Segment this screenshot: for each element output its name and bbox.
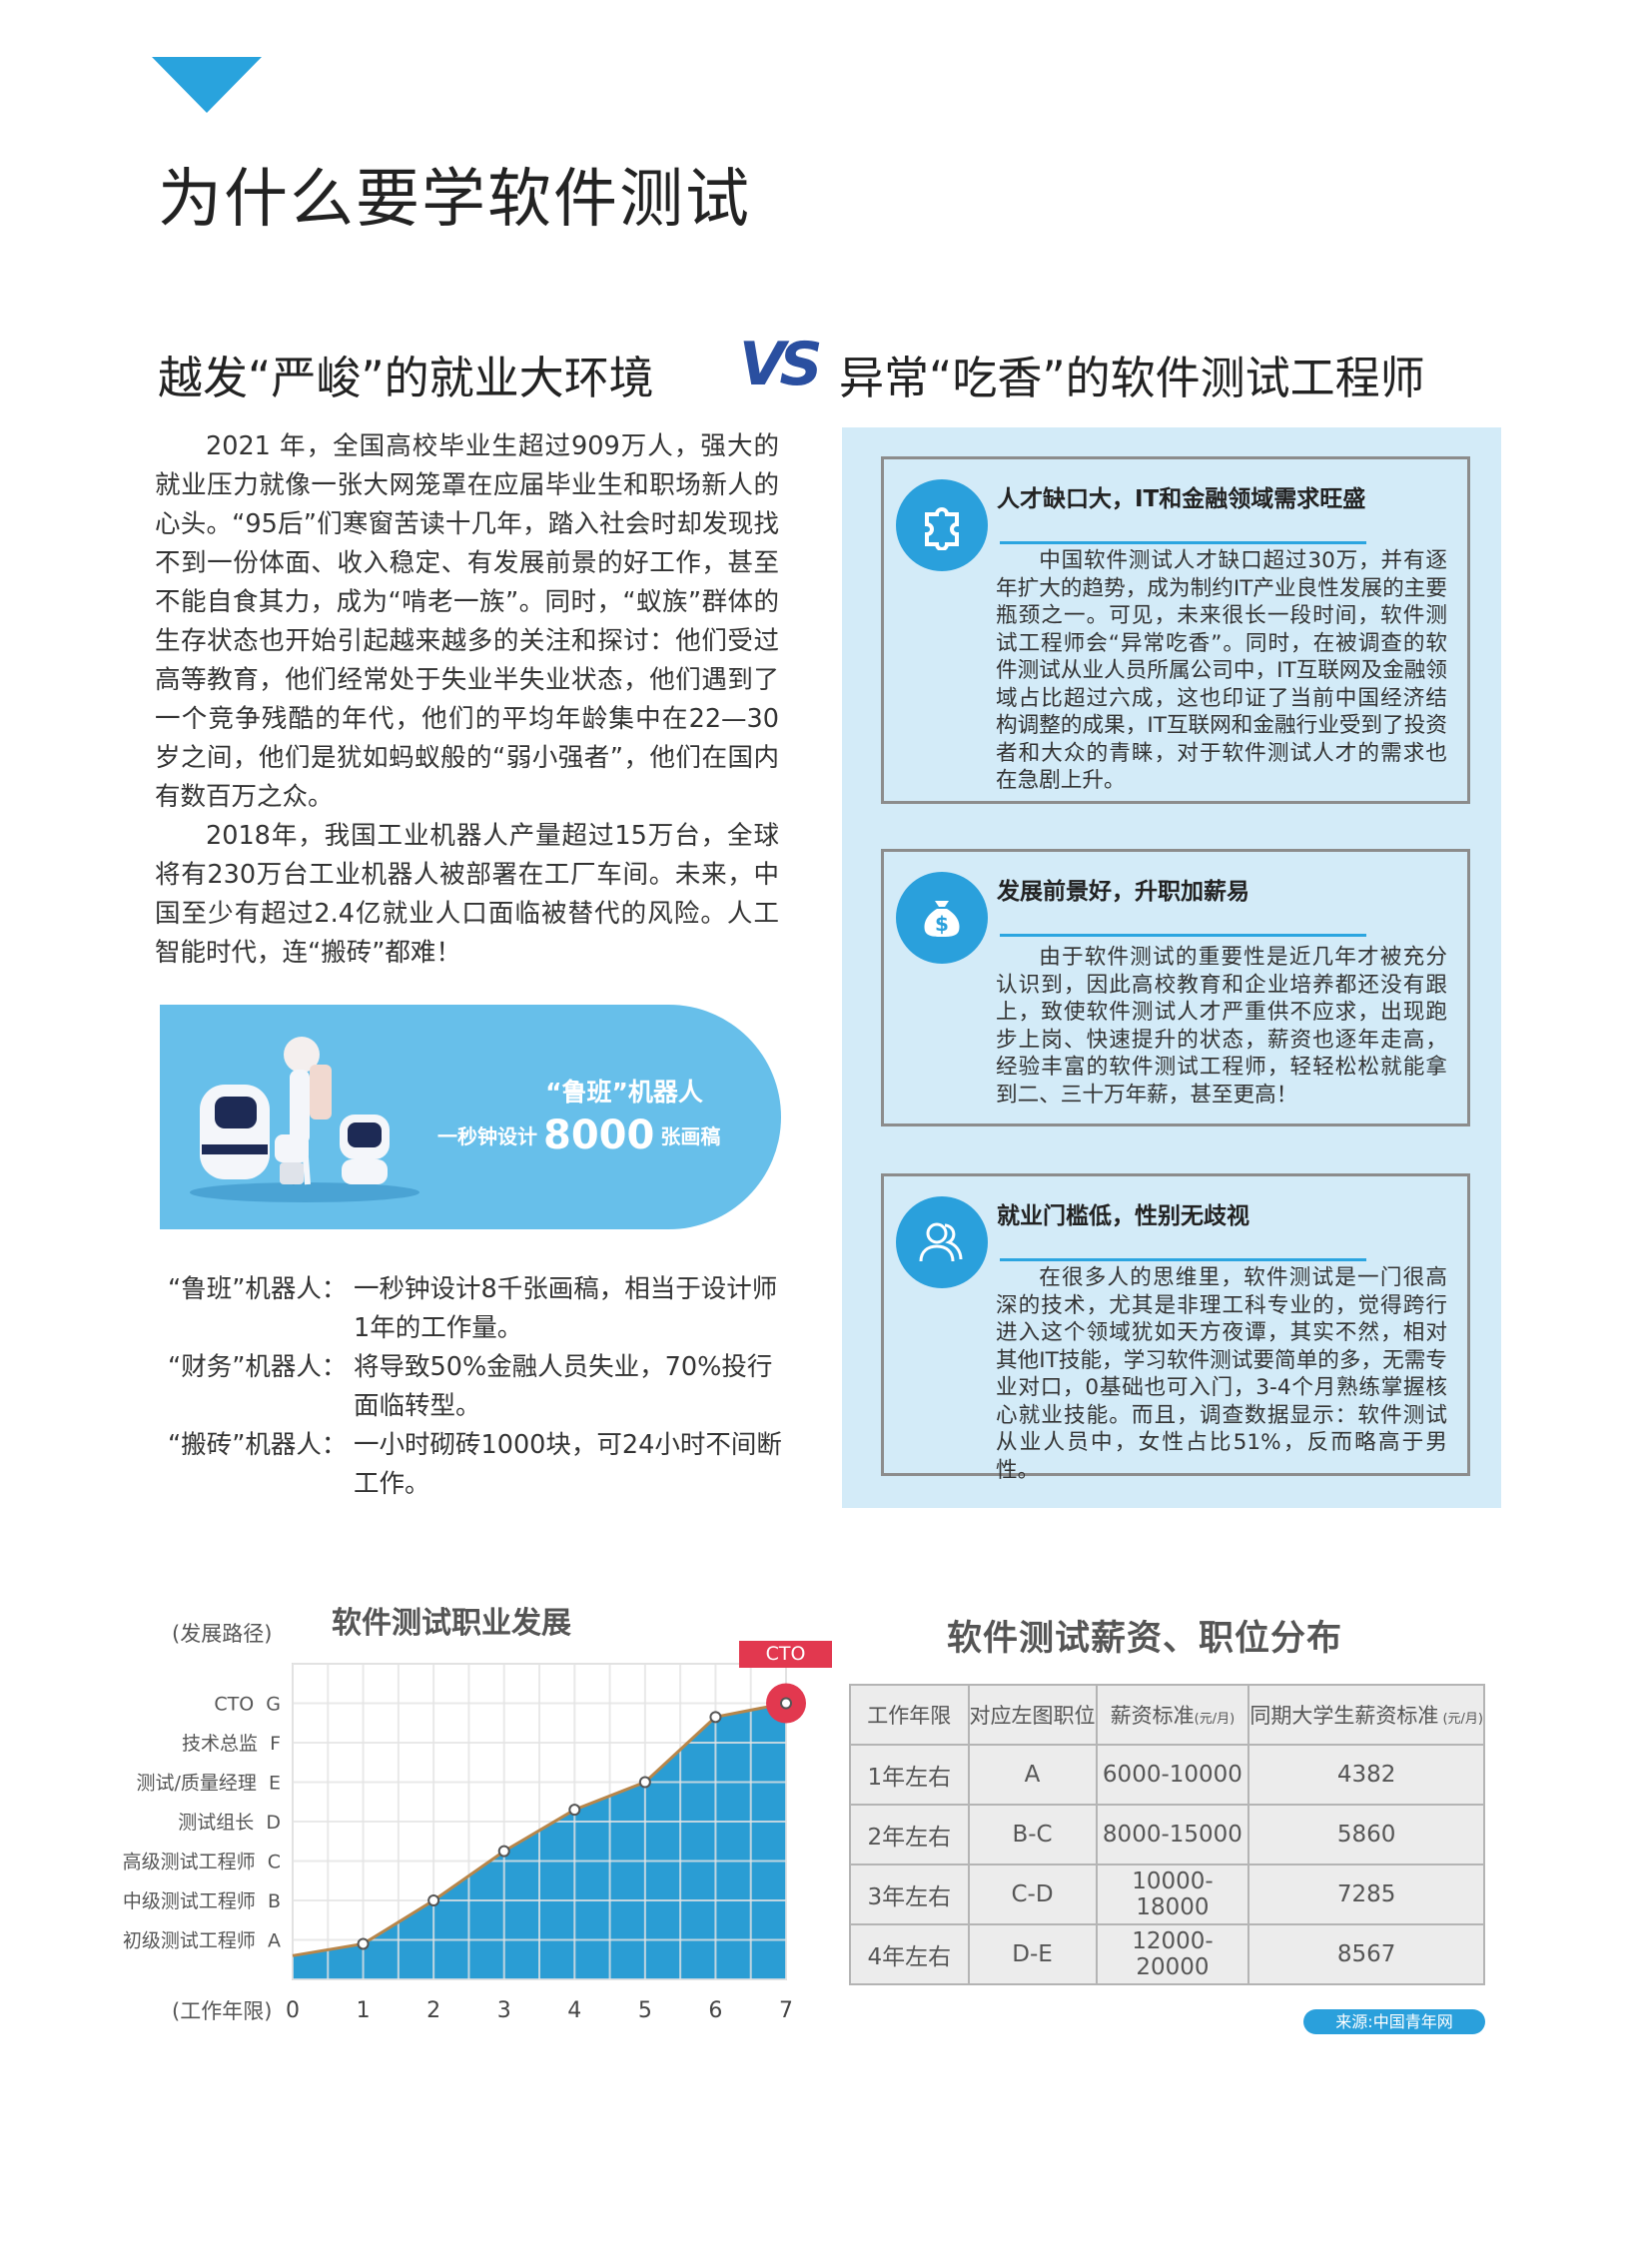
users-icon — [896, 1196, 988, 1288]
data-point — [357, 1937, 370, 1950]
data-point — [638, 1776, 651, 1789]
column-header: 薪资标准(元/月) — [1095, 1684, 1250, 1746]
svg-text:$: $ — [935, 912, 949, 936]
card-title: 就业门槛低，性别无歧视 — [997, 1203, 1249, 1229]
robot-banner: “鲁班”机器人 一秒钟设计 8000 张画稿 — [160, 1005, 781, 1229]
y-tick-label: 中级测试工程师 B — [123, 1890, 281, 1912]
data-point — [568, 1804, 581, 1817]
table-header-row: 工作年限 对应左图职位 薪资标准(元/月) 同期大学生薪资标准 (元/月) — [849, 1684, 1485, 1746]
cell-years: 3年左右 — [849, 1864, 970, 1925]
source-badge: 来源:中国青年网 — [1303, 2009, 1485, 2034]
y-tick-label: 高级测试工程师 C — [123, 1852, 281, 1873]
banner-subtitle: 一秒钟设计 8000 张画稿 — [437, 1113, 720, 1158]
robot-label: “财务”机器人： — [168, 1352, 348, 1382]
chart-title: 软件测试职业发展 — [332, 1606, 571, 1641]
vs-label: VS — [739, 330, 823, 399]
cell-salary: 12000-20000 — [1095, 1923, 1250, 1985]
cell-graduate-salary: 5860 — [1247, 1804, 1485, 1866]
y-tick-label: 测试/质量经理 E — [137, 1773, 282, 1795]
subtitle-left: 越发“严峻”的就业大环境 — [158, 352, 654, 404]
table-title: 软件测试薪资、职位分布 — [947, 1619, 1343, 1659]
y-axis-title: (发展路径) — [172, 1622, 273, 1646]
table-row: 2年左右 B-C 8000-15000 5860 — [849, 1804, 1485, 1866]
y-tick-label: CTO G — [214, 1694, 281, 1716]
cell-position: A — [967, 1744, 1098, 1806]
y-tick-label: 初级测试工程师 A — [123, 1930, 281, 1952]
card-body: 在很多人的思维里，软件测试是一门很高深的技术，尤其是非理工科专业的，觉得跨行进入… — [996, 1265, 1447, 1483]
x-tick-label: 2 — [426, 1998, 440, 2023]
robot-text: 一秒钟设计8千张画稿，相当于设计师1年的工作量。 — [354, 1274, 778, 1343]
career-chart: 初级测试工程师 A 中级测试工程师 B 高级测试工程师 C 测试组长 D 测试/质量经理… — [123, 1663, 806, 2023]
cell-salary: 6000-10000 — [1095, 1744, 1250, 1806]
card-talent-gap: 人才缺口大，IT和金融领域需求旺盛 中国软件测试人才缺口超过30万，并有逐年扩大… — [881, 456, 1470, 804]
cto-annotation: CTO — [739, 1641, 832, 1668]
cell-years: 4年左右 — [849, 1923, 970, 1985]
card-low-barrier: 就业门槛低，性别无歧视 在很多人的思维里，软件测试是一门很高深的技术，尤其是非理… — [881, 1173, 1470, 1483]
y-tick-label: 测试组长 D — [178, 1812, 281, 1834]
data-point — [709, 1711, 722, 1724]
triangle-marker-icon — [152, 57, 262, 113]
robot-text: 一小时砌砖1000块，可24小时不间断工作。 — [354, 1430, 782, 1499]
intro-text: 2021 年，全国高校毕业生超过909万人，强大的就业压力就像一张大网笼罩在应届… — [155, 427, 779, 973]
right-panel — [842, 427, 1501, 1508]
robots-illustration — [190, 1037, 419, 1202]
x-tick-label: 3 — [497, 1998, 511, 2023]
card-prospects: $ 发展前景好，升职加薪易 由于软件测试的重要性是近几年才被充分认识到，因此高校… — [881, 849, 1470, 1126]
banner-title: “鲁班”机器人 — [545, 1078, 703, 1107]
x-tick-label: 6 — [708, 1998, 722, 2023]
salary-table: 工作年限 对应左图职位 薪资标准(元/月) 同期大学生薪资标准 (元/月) 1年… — [849, 1684, 1485, 1985]
card-title: 发展前景好，升职加薪易 — [997, 879, 1249, 905]
y-tick-label: 技术总监 F — [182, 1733, 281, 1755]
cell-salary: 10000-18000 — [1095, 1864, 1250, 1925]
x-tick-label: 4 — [567, 1998, 581, 2023]
divider — [1000, 1258, 1366, 1261]
cell-position: C-D — [967, 1864, 1098, 1925]
card-title: 人才缺口大，IT和金融领域需求旺盛 — [997, 486, 1366, 512]
column-header: 对应左图职位 — [967, 1684, 1098, 1746]
series-line — [292, 1702, 787, 1957]
intro-paragraph: 2021 年，全国高校毕业生超过909万人，强大的就业压力就像一张大网笼罩在应届… — [155, 431, 779, 812]
cell-graduate-salary: 7285 — [1247, 1864, 1485, 1925]
x-tick-label: 1 — [357, 1998, 371, 2023]
cell-position: D-E — [967, 1923, 1098, 1985]
robot-label: “鲁班”机器人： — [168, 1274, 348, 1304]
cell-years: 2年左右 — [849, 1804, 970, 1866]
column-header: 同期大学生薪资标准 (元/月) — [1247, 1684, 1485, 1746]
subtitle-right: 异常“吃香”的软件测试工程师 — [839, 352, 1425, 404]
table-row: 4年左右 D-E 12000-20000 8567 — [849, 1923, 1485, 1985]
puzzle-icon — [896, 479, 988, 571]
card-body: 中国软件测试人才缺口超过30万，并有逐年扩大的趋势，成为制约IT产业良性发展的主… — [996, 548, 1447, 793]
table-row: 1年左右 A 6000-10000 4382 — [849, 1744, 1485, 1806]
banner-suffix: 张画稿 — [660, 1124, 721, 1148]
money-bag-icon: $ — [896, 872, 988, 964]
x-axis-title: (工作年限) — [172, 1999, 273, 2023]
page-title: 为什么要学软件测试 — [158, 163, 751, 237]
robot-text: 将导致50%金融人员失业，70%投行面临转型。 — [354, 1352, 773, 1421]
cell-graduate-salary: 4382 — [1247, 1744, 1485, 1806]
divider — [1000, 934, 1366, 937]
table-row: 3年左右 C-D 10000-18000 7285 — [849, 1864, 1485, 1925]
cell-graduate-salary: 8567 — [1247, 1923, 1485, 1985]
x-tick-label: 0 — [286, 1998, 300, 2023]
cell-salary: 8000-15000 — [1095, 1804, 1250, 1866]
card-body: 由于软件测试的重要性是近几年才被充分认识到，因此高校教育和企业培养都还没有跟上，… — [996, 945, 1447, 1108]
data-point — [497, 1845, 510, 1858]
divider — [1000, 541, 1366, 544]
data-point — [780, 1697, 792, 1710]
data-point — [427, 1894, 440, 1906]
x-tick-label: 5 — [638, 1998, 652, 2023]
x-tick-label: 7 — [779, 1998, 793, 2023]
intro-paragraph: 2018年，我国工业机器人产量超过15万台，全球将有230万台工业机器人被部署在… — [155, 821, 779, 968]
cell-years: 1年左右 — [849, 1744, 970, 1806]
robot-label: “搬砖”机器人： — [168, 1430, 348, 1460]
banner-number: 8000 — [543, 1113, 655, 1158]
cell-position: B-C — [967, 1804, 1098, 1866]
column-header: 工作年限 — [849, 1684, 970, 1746]
banner-prefix: 一秒钟设计 — [437, 1124, 537, 1148]
